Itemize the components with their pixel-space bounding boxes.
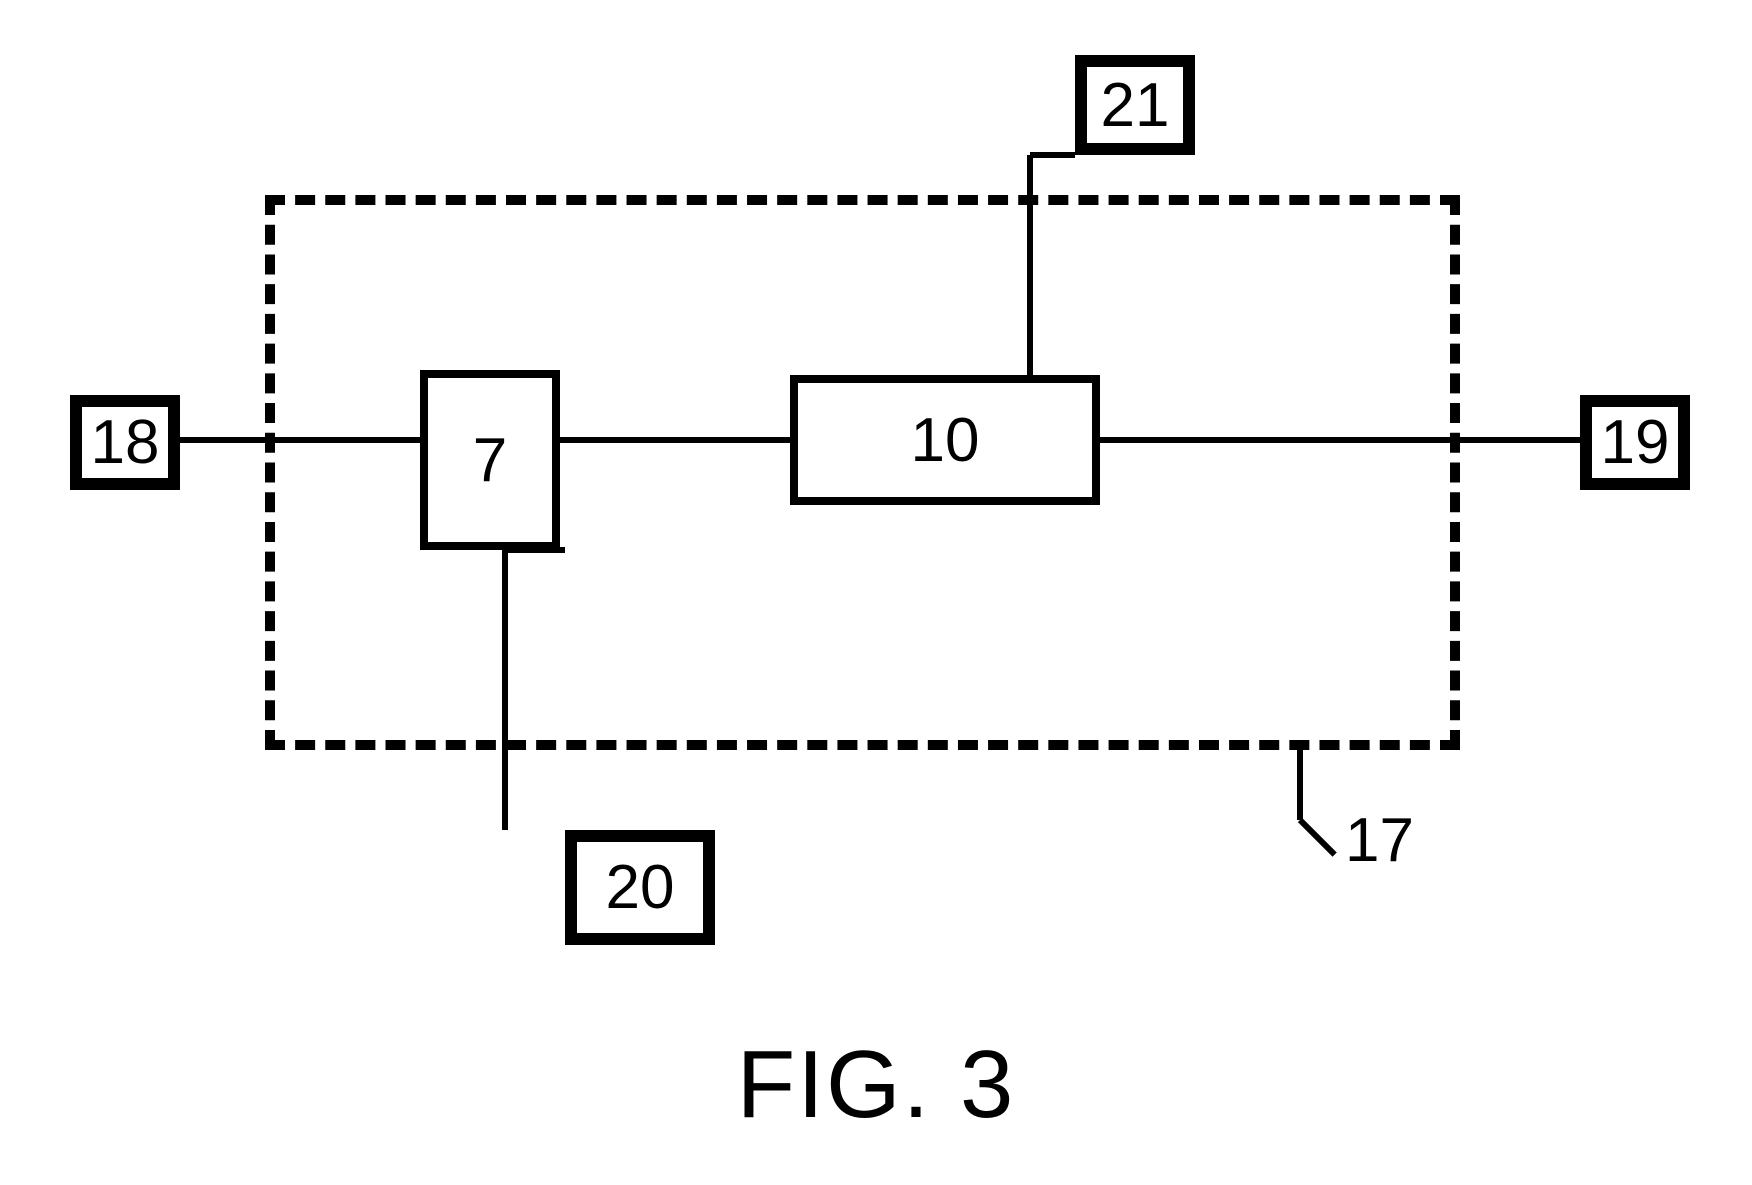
block-18: 18: [70, 395, 180, 490]
block-19: 19: [1580, 395, 1690, 490]
figure-caption: FIG. 3: [0, 1030, 1752, 1140]
connector-line: [1027, 155, 1033, 375]
connector-line: [505, 547, 565, 553]
connector-line: [560, 437, 790, 443]
block-7-label: 7: [473, 425, 507, 496]
block-10: 10: [790, 375, 1100, 505]
block-7: 7: [420, 370, 560, 550]
connector-line: [1100, 437, 1580, 443]
block-21-label: 21: [1101, 70, 1170, 141]
leader-segment: [1298, 818, 1337, 857]
block-19-label: 19: [1601, 407, 1670, 478]
connector-line: [1030, 152, 1075, 158]
leader-segment: [1297, 750, 1303, 820]
diagram-canvas: 18 7 10 19 20 21 17 FIG. 3: [0, 0, 1752, 1185]
figure-caption-text: FIG. 3: [737, 1031, 1016, 1138]
block-20-label: 20: [606, 852, 675, 923]
block-21: 21: [1075, 55, 1195, 155]
reference-label-17-text: 17: [1345, 806, 1414, 875]
connector-line: [502, 550, 508, 830]
block-10-label: 10: [911, 405, 980, 476]
reference-label-17: 17: [1345, 805, 1414, 876]
connector-line: [180, 437, 420, 443]
block-20: 20: [565, 830, 715, 945]
block-18-label: 18: [91, 407, 160, 478]
